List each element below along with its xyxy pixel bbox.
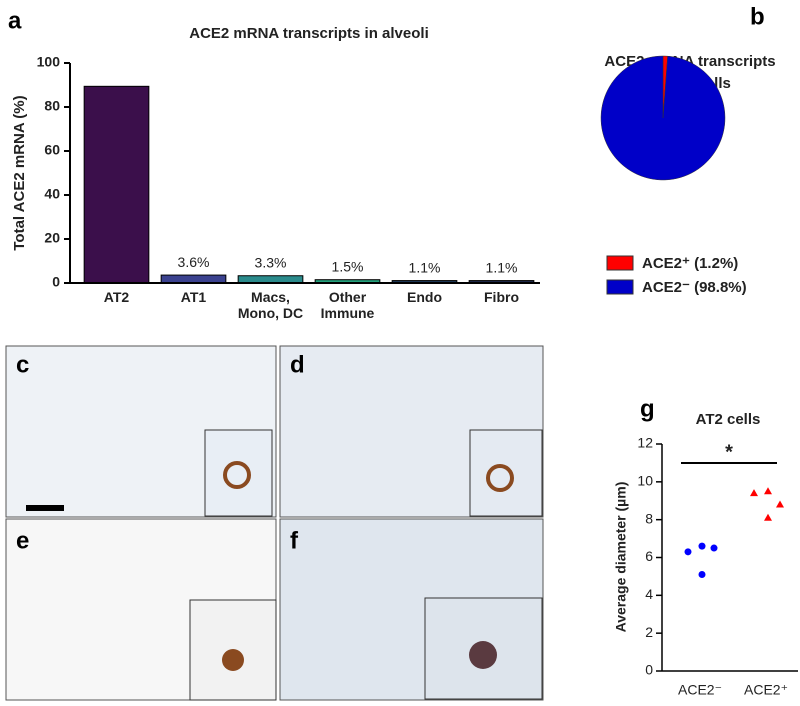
y-tick-label: 40 — [44, 186, 60, 202]
y-tick-label: 8 — [645, 510, 653, 526]
point — [684, 548, 692, 556]
panel-label: b — [750, 3, 765, 30]
panel-label: d — [290, 351, 305, 378]
inset — [469, 429, 543, 517]
point — [750, 489, 758, 497]
value-label: 1.1% — [409, 259, 441, 275]
y-tick-label: 6 — [645, 548, 653, 564]
inset — [204, 429, 273, 517]
y-tick-label: 10 — [637, 473, 653, 489]
legend-swatch — [606, 279, 634, 295]
legend-swatch — [606, 255, 634, 271]
point — [764, 487, 772, 495]
bar — [237, 275, 304, 284]
panel-label: c — [16, 351, 29, 378]
x-tick-label: Macs, Mono, DC — [238, 289, 303, 321]
point — [710, 544, 718, 552]
chart-title: ACE2 mRNA transcripts in alveoli — [189, 25, 429, 42]
value-label: 1.1% — [486, 259, 518, 275]
x-tick-label: AT2 — [104, 289, 130, 305]
x-tick-label: AT1 — [181, 289, 207, 305]
value-label: 3.6% — [178, 254, 210, 270]
cell — [222, 649, 244, 671]
panel-label: g — [640, 395, 655, 422]
point — [776, 500, 784, 508]
y-tick-label: 60 — [44, 142, 60, 158]
pie-slice — [600, 55, 726, 181]
y-tick-label: 12 — [637, 435, 653, 451]
panel-label: f — [290, 527, 299, 554]
legend-label: ACE2⁻ (98.8%) — [642, 279, 747, 296]
chart-title: AT2 cells — [696, 411, 761, 428]
x-tick-label: Other Immune — [321, 289, 375, 321]
y-axis-label: Average diameter (µm) — [613, 482, 629, 633]
cell — [486, 464, 514, 492]
y-tick-label: 2 — [645, 624, 653, 640]
cell — [223, 461, 251, 489]
point — [764, 513, 772, 521]
x-tick-label: ACE2⁻ — [678, 682, 722, 698]
y-tick-label: 0 — [52, 274, 60, 290]
panel-label: a — [8, 7, 22, 34]
y-tick-label: 80 — [44, 98, 60, 114]
value-label: 3.3% — [255, 254, 287, 270]
y-tick-label: 4 — [645, 586, 653, 602]
bar — [160, 274, 227, 284]
value-label: 1.5% — [332, 258, 364, 274]
legend-label: ACE2⁺ (1.2%) — [642, 255, 738, 272]
scale-bar — [26, 505, 64, 511]
annotation: * — [725, 441, 733, 463]
point — [698, 571, 706, 579]
bar — [83, 85, 150, 284]
x-tick-label: Endo — [407, 289, 442, 305]
x-tick-label: ACE2⁺ — [744, 682, 788, 698]
cell — [469, 641, 497, 669]
x-tick-label: Fibro — [484, 289, 519, 305]
y-tick-label: 0 — [645, 662, 653, 678]
panel-label: e — [16, 527, 29, 554]
y-tick-label: 20 — [44, 230, 60, 246]
point — [698, 542, 706, 550]
micrographs — [5, 345, 544, 701]
y-axis-label: Total ACE2 mRNA (%) — [11, 95, 28, 250]
y-tick-label: 100 — [37, 54, 61, 70]
